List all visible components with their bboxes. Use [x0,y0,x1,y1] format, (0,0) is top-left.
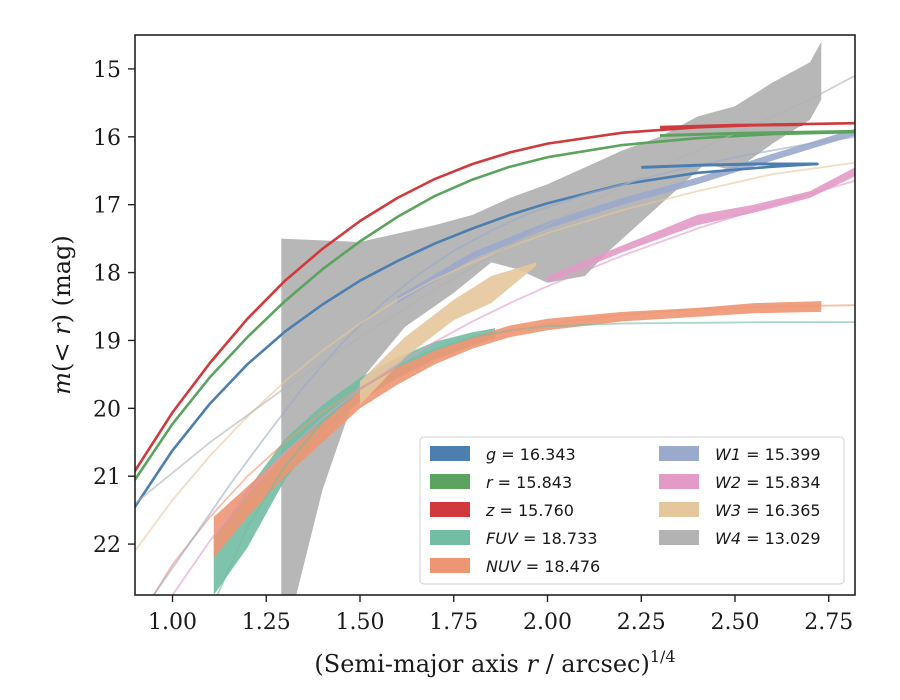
w2-model-curve [171,180,855,595]
w4-band [281,41,822,595]
g-measured-curve [641,162,818,169]
x-tick-label: 1.75 [429,610,478,635]
w4-model-curve [135,74,855,505]
fuv-legend-swatch [430,530,470,545]
x-tick-label: 2.25 [617,610,666,635]
w1-legend-label: W1 = 15.399 [715,445,821,464]
nuv-legend-label: NUV = 18.476 [486,557,600,576]
x-tick-label: 2.75 [804,610,853,635]
y-tick-label: 16 [93,126,121,151]
w3-band [360,262,537,405]
y-axis-title: m(< r) (mag) [48,235,76,395]
x-axis-title: (Semi-major axis r / arcsec)1/4 [314,647,675,678]
w1-legend-swatch [659,446,699,461]
z-measured-curve [659,123,803,129]
x-tick-label: 1.25 [242,610,291,635]
g-legend-swatch [430,446,470,461]
r-legend-swatch [430,474,470,489]
model-curves [135,74,855,595]
nuv-band [213,301,822,558]
z-legend-swatch [430,502,470,517]
w4-legend-swatch [659,530,699,545]
fuv-band [213,328,496,595]
z-legend-label: z = 15.760 [485,501,574,520]
nuv-legend-swatch [430,558,470,573]
w3-legend-swatch [659,502,699,517]
w2-legend-label: W2 = 15.834 [715,473,821,492]
r-legend-label: r = 15.843 [486,473,572,492]
plot-frame [134,34,856,596]
r-model-curve [135,130,855,481]
x-axis-ticks: 1.00 1.25 1.50 1.75 2.00 2.25 2.50 2.75 [148,595,853,635]
y-axis-ticks: 15 16 17 18 19 20 21 22 [93,58,135,558]
x-tick-label: 1.00 [148,610,197,635]
y-tick-label: 20 [93,397,121,422]
g-model-curve [135,162,819,509]
fuv-model-curve [216,321,855,595]
legend-box [419,436,845,585]
x-tick-label: 2.50 [711,610,760,635]
x-tick-label: 1.50 [336,610,385,635]
w1-band [397,128,855,304]
w4-legend-label: W4 = 13.029 [715,529,821,548]
y-tick-label: 21 [93,465,121,490]
x-tick-label: 2.00 [523,610,572,635]
w3-model-curve [135,161,855,552]
r-measured-curve [659,129,855,137]
y-tick-label: 17 [93,194,121,219]
y-tick-label: 18 [93,262,121,287]
w2-legend-swatch [659,474,699,489]
y-tick-label: 22 [93,533,121,558]
y-tick-label: 15 [93,58,121,83]
g-legend-label: g = 16.343 [486,445,576,464]
z-model-curve [135,121,855,473]
measured-curves [641,123,855,169]
nuv-model-curve [152,304,855,595]
uncertainty-bands [213,41,855,595]
legend: g = 16.343 r = 15.843 z = 15.760 FUV = 18.7… [419,436,845,585]
w3-legend-label: W3 = 16.365 [715,501,821,520]
fuv-legend-label: FUV = 18.733 [486,529,597,548]
y-tick-label: 19 [93,329,121,354]
